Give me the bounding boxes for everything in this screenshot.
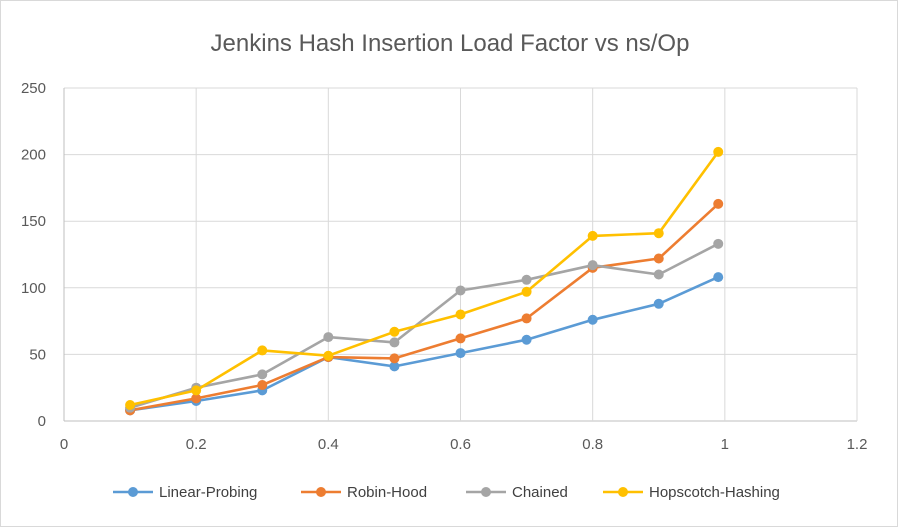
series-hopscotch-hashing	[125, 146, 724, 411]
legend-swatch-marker	[128, 487, 138, 497]
series-line-linear-probing	[128, 275, 720, 412]
x-tick-label: 1.2	[847, 436, 868, 453]
chart-title: Jenkins Hash Insertion Load Factor vs ns…	[211, 30, 690, 57]
data-point-hopscotch-hashing	[389, 326, 400, 337]
data-point-chained	[587, 260, 598, 271]
series-line-robin-hood	[128, 202, 720, 412]
legend-label: Chained	[512, 484, 568, 501]
data-point-linear-probing	[521, 334, 532, 345]
x-tick-label: 0.2	[186, 436, 207, 453]
gridlines	[63, 87, 858, 422]
data-point-hopscotch-hashing	[713, 146, 724, 157]
x-tick-label: 0	[60, 436, 68, 453]
data-point-chained	[455, 285, 466, 296]
data-point-robin-hood	[257, 380, 268, 391]
legend-label: Hopscotch-Hashing	[649, 484, 780, 501]
y-tick-label: 200	[21, 147, 46, 164]
legend-item-chained: Chained	[466, 484, 568, 501]
series-chained	[125, 238, 724, 413]
data-point-chained	[521, 274, 532, 285]
legend-swatch-marker	[481, 487, 491, 497]
y-tick-label: 100	[21, 280, 46, 297]
legend-swatch-marker	[618, 487, 628, 497]
y-tick-label: 50	[29, 346, 46, 363]
data-point-linear-probing	[389, 361, 400, 372]
x-tick-label: 0.4	[318, 436, 339, 453]
data-point-linear-probing	[653, 298, 664, 309]
data-point-linear-probing	[713, 272, 724, 283]
legend-swatch-marker	[316, 487, 326, 497]
data-point-chained	[389, 337, 400, 348]
y-tick-label: 0	[38, 413, 46, 430]
data-point-hopscotch-hashing	[587, 230, 598, 241]
data-point-hopscotch-hashing	[257, 345, 268, 356]
legend: Linear-Probing Robin-Hood Chained Hopscotch…	[113, 484, 780, 501]
data-point-chained	[257, 369, 268, 380]
legend-label: Linear-Probing	[159, 484, 257, 501]
x-tick-label: 1	[721, 436, 729, 453]
data-point-hopscotch-hashing	[323, 350, 334, 361]
x-tick-label: 0.8	[582, 436, 603, 453]
legend-item-linear-probing: Linear-Probing	[113, 484, 257, 501]
y-axis-tick-labels: 0 50 100 150 200 250	[21, 80, 46, 430]
data-point-chained	[323, 332, 334, 343]
data-point-linear-probing	[587, 314, 598, 325]
data-point-hopscotch-hashing	[191, 385, 202, 396]
legend-label: Robin-Hood	[347, 484, 427, 501]
y-tick-label: 150	[21, 213, 46, 230]
series-linear-probing	[125, 272, 724, 416]
data-point-hopscotch-hashing	[125, 400, 136, 411]
series-lines	[125, 146, 724, 416]
data-point-robin-hood	[713, 198, 724, 209]
data-point-hopscotch-hashing	[455, 309, 466, 320]
y-tick-label: 250	[21, 80, 46, 97]
data-point-robin-hood	[455, 333, 466, 344]
data-point-robin-hood	[653, 253, 664, 264]
series-line-chained	[128, 242, 720, 410]
legend-item-robin-hood: Robin-Hood	[301, 484, 427, 501]
series-line-hopscotch-hashing	[128, 150, 720, 407]
data-point-linear-probing	[455, 348, 466, 359]
data-point-robin-hood	[389, 353, 400, 364]
data-point-hopscotch-hashing	[521, 286, 532, 297]
x-axis-tick-labels: 0 0.2 0.4 0.6 0.8 1 1.2	[60, 436, 868, 453]
legend-item-hopscotch-hashing: Hopscotch-Hashing	[603, 484, 780, 501]
data-point-chained	[713, 238, 724, 249]
data-point-robin-hood	[521, 313, 532, 324]
x-tick-label: 0.6	[450, 436, 471, 453]
data-point-hopscotch-hashing	[653, 228, 664, 239]
data-point-robin-hood	[191, 393, 202, 404]
data-point-chained	[653, 269, 664, 280]
